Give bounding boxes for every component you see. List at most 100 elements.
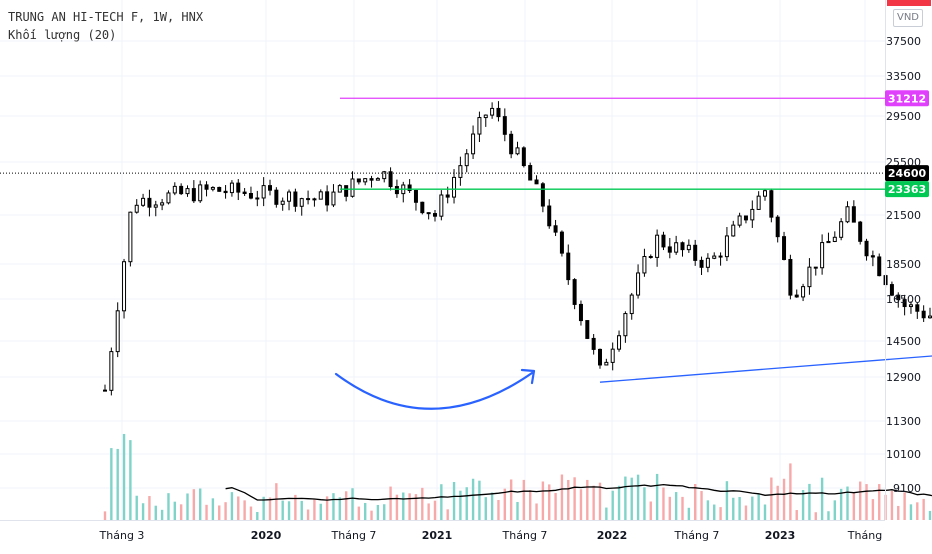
candle-body [300, 199, 303, 207]
candle-body [180, 186, 183, 193]
candle-body [434, 214, 437, 217]
price-label-text: 23363 [888, 183, 926, 196]
candle-body [199, 185, 202, 201]
volume-bar [834, 500, 836, 520]
candle-body [789, 259, 792, 295]
volume-bar [358, 507, 360, 520]
candle-body [719, 256, 722, 257]
volume-bar [288, 501, 290, 520]
y-tick-label: 33500 [886, 70, 921, 83]
volume-bar [231, 492, 233, 520]
volume-bar [339, 497, 341, 520]
candle-body [649, 257, 652, 258]
candle-body [541, 184, 544, 206]
volume-bar [243, 500, 245, 520]
candle-body [744, 216, 747, 220]
volume-bars [104, 410, 932, 520]
volume-bar [903, 492, 905, 520]
volume-bar [624, 477, 626, 520]
candle-body [783, 237, 786, 260]
volume-bar [174, 502, 176, 520]
candle-body [548, 206, 551, 226]
volume-bar [611, 491, 613, 520]
candle-body [351, 179, 354, 196]
candles [104, 101, 932, 395]
currency-button[interactable]: VND [893, 9, 923, 27]
candle-body [770, 191, 773, 217]
volume-bar [916, 502, 918, 520]
volume-bar [320, 504, 322, 520]
candle-body [776, 217, 779, 236]
y-tick-label: 37500 [886, 35, 921, 48]
volume-bar [637, 475, 639, 520]
candle-body [599, 349, 602, 365]
candle-body [148, 198, 151, 207]
x-tick-label: Tháng [847, 529, 882, 542]
candle-body [123, 262, 126, 311]
candle-body [611, 349, 614, 362]
volume-bar [681, 497, 683, 520]
candle-body [116, 311, 119, 352]
candle-body [738, 216, 741, 225]
volume-bar [440, 484, 442, 520]
candle-body [237, 183, 240, 192]
candle-body [294, 192, 297, 206]
candle-body [865, 241, 868, 255]
candle-body [421, 202, 424, 212]
volume-bar [383, 504, 385, 520]
candle-body [319, 192, 322, 199]
candle-body [757, 196, 760, 209]
candle-body [326, 192, 329, 205]
volume-bar [815, 512, 817, 520]
volume-bar [224, 502, 226, 520]
volume-bar [548, 484, 550, 520]
candle-body [643, 257, 646, 273]
candle-body [230, 183, 233, 192]
volume-bar [770, 478, 772, 520]
volume-bar [408, 493, 410, 520]
volume-bar [732, 498, 734, 520]
volume-bar [516, 502, 518, 520]
volume-bar [599, 483, 601, 520]
candle-body [827, 241, 830, 242]
candle-body [535, 180, 538, 184]
volume-bar [738, 497, 740, 520]
volume-bar [256, 512, 258, 520]
volume-bar [878, 484, 880, 520]
legend: TRUNG AN HI-TECH F, 1W, HNX Khối lượng (… [8, 8, 203, 44]
candle-body [630, 295, 633, 314]
candle-body [262, 186, 265, 198]
candle-body [446, 195, 449, 197]
volume-bar [523, 480, 525, 520]
volume-bar [301, 501, 303, 520]
candle-body [110, 352, 113, 391]
candle-body [700, 260, 703, 267]
candle-body [846, 207, 849, 222]
candle-body [681, 243, 684, 250]
volume-bar [922, 499, 924, 520]
volume-bar [662, 488, 664, 520]
candle-body [751, 209, 754, 219]
volume-bar [719, 507, 721, 520]
volume-bar [650, 502, 652, 520]
candle-body [211, 187, 214, 189]
candle-body [307, 199, 310, 200]
volume-bar [694, 484, 696, 520]
volume-bar [554, 493, 556, 520]
volume-bar [313, 500, 315, 520]
candle-body [357, 179, 360, 182]
x-tick-label: 2020 [251, 529, 282, 542]
volume-bar [345, 491, 347, 520]
candle-body [833, 237, 836, 241]
volume-bar [237, 496, 239, 520]
volume-bar [186, 493, 188, 520]
candle-body [192, 189, 195, 201]
y-tick-label: 12900 [886, 371, 921, 384]
candle-body [662, 235, 665, 247]
volume-bar [148, 496, 150, 520]
volume-bar [802, 490, 804, 520]
candle-body [516, 148, 519, 154]
